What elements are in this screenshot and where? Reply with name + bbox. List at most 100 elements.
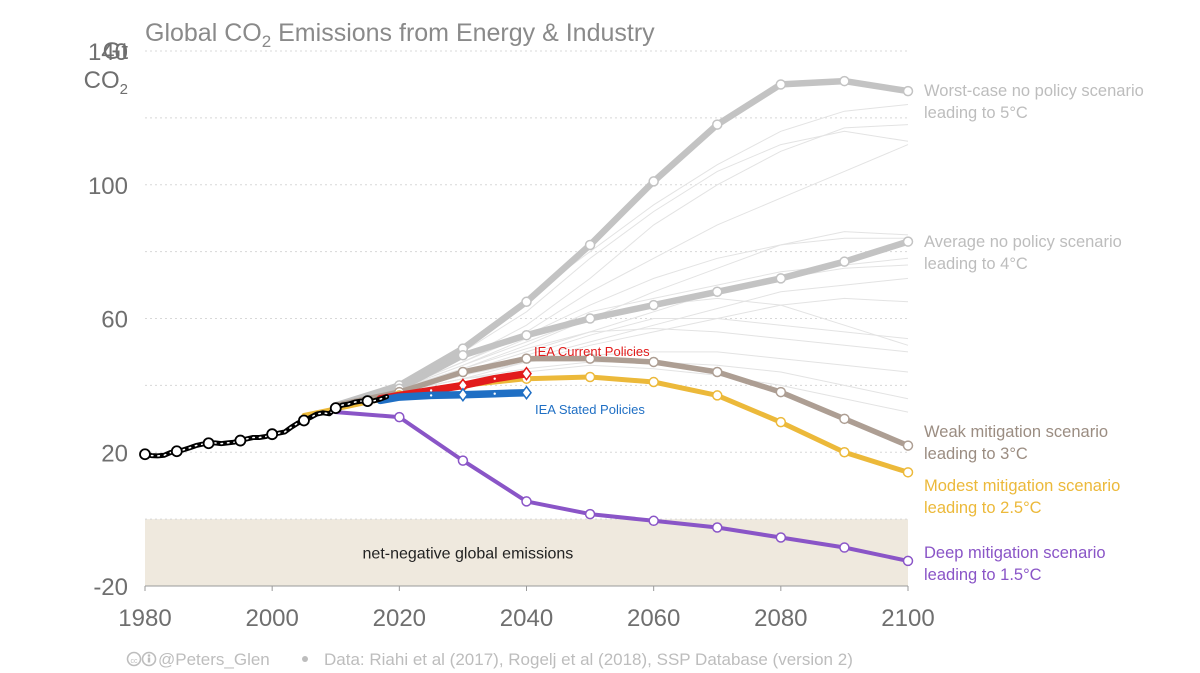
label-modest-mitigation-scenario: Modest mitigation scenario leading to 2.5… <box>924 477 1120 517</box>
series-average <box>332 236 914 409</box>
historical-emissions-series <box>139 394 390 461</box>
data-point <box>839 75 850 87</box>
y-tick-label: -20 <box>93 574 128 601</box>
x-tick-label: 2020 <box>373 605 426 632</box>
data-point <box>902 467 914 478</box>
data-point <box>712 286 723 297</box>
data-point <box>584 313 596 324</box>
data-point <box>584 371 596 383</box>
x-tick-label: 2000 <box>245 605 298 632</box>
background-scenario-line <box>335 327 909 406</box>
net-negative-label: net-negative global emissions <box>363 546 574 563</box>
scenario-series <box>301 75 914 567</box>
label-iea-stated-policies: IEA Stated Policies <box>535 402 645 417</box>
series-line-deep <box>333 410 910 563</box>
data-point <box>775 386 787 398</box>
data-point <box>457 387 469 402</box>
data-point <box>902 440 914 451</box>
historical-data-point <box>234 434 247 447</box>
data-point <box>648 356 659 368</box>
data-point <box>584 353 596 364</box>
data-point-minor <box>429 389 433 392</box>
data-point <box>648 376 659 388</box>
data-point <box>394 411 405 423</box>
y-unit-label-gt: Gt <box>103 38 129 65</box>
svg-text:cc: cc <box>131 658 139 665</box>
data-point <box>521 353 532 364</box>
data-point <box>648 515 659 527</box>
historical-data-point <box>361 395 374 407</box>
historical-data-point <box>139 448 151 461</box>
y-tick-label: 140 <box>88 39 128 66</box>
background-scenario-line <box>335 144 909 406</box>
data-point <box>902 236 914 247</box>
data-point <box>521 329 532 341</box>
y-tick-label: 20 <box>101 440 128 467</box>
historical-line <box>142 394 390 459</box>
data-point <box>775 416 787 428</box>
historical-data-point <box>329 402 342 415</box>
data-point <box>648 299 659 311</box>
footer-separator-dot <box>302 656 308 662</box>
series-line-average <box>332 238 912 409</box>
data-point <box>712 390 723 401</box>
data-point-minor <box>429 394 433 397</box>
data-point <box>584 239 596 251</box>
data-point <box>712 366 723 378</box>
x-tick-label: 2080 <box>754 605 807 632</box>
series-line-weak <box>333 355 911 449</box>
historical-data-point <box>266 428 279 441</box>
historical-data-point <box>170 445 183 458</box>
net-negative-region <box>145 519 908 586</box>
data-point <box>712 522 723 533</box>
historical-data-point <box>298 414 310 427</box>
x-tick-label: 2060 <box>627 605 680 632</box>
historical-data-point <box>202 437 215 450</box>
footer: cc @Peters_Glen Data: Riahi et al (2017)… <box>126 650 853 669</box>
data-point <box>457 366 469 378</box>
data-point <box>521 296 532 308</box>
cc-license-icon: cc <box>126 651 157 667</box>
data-point <box>902 85 914 97</box>
background-scenario-line <box>335 364 909 413</box>
x-tick-label: 2100 <box>881 605 934 632</box>
data-point <box>839 447 850 458</box>
x-tick-label: 2040 <box>500 605 553 632</box>
label-deep-mitigation-scenario: Deep mitigation scenario leading to 1.5°C <box>924 544 1106 584</box>
series-deep <box>333 410 914 567</box>
data-point <box>902 555 914 567</box>
data-point-minor <box>493 377 496 380</box>
data-point <box>775 273 787 284</box>
y-tick-label: 60 <box>101 307 128 334</box>
footer-handle: @Peters_Glen <box>158 650 270 669</box>
data-point <box>457 455 469 466</box>
y-tick-labels: -20 20 60 100 140 <box>88 39 128 601</box>
data-point <box>521 366 532 381</box>
data-point <box>648 176 659 187</box>
data-point <box>521 385 532 400</box>
label-average-scenario: Average no policy scenario leading to 4°C <box>924 233 1122 273</box>
data-point <box>839 542 850 553</box>
y-tick-label: 100 <box>88 173 128 200</box>
data-point <box>775 79 787 90</box>
data-point <box>839 256 850 267</box>
footer-source: Data: Riahi et al (2017), Rogelj et al (… <box>324 650 853 669</box>
background-scenario-bundle <box>335 104 909 413</box>
data-point <box>775 532 787 543</box>
data-point <box>584 508 596 520</box>
data-point <box>839 413 850 425</box>
chart-title: Global CO2 Emissions from Energy & Indus… <box>145 19 655 51</box>
series-line-worst <box>332 77 912 409</box>
series-line-iea-stated <box>376 388 531 405</box>
data-point <box>457 350 469 361</box>
data-point-minor <box>493 392 496 395</box>
label-weak-mitigation-scenario: Weak mitigation scenario leading to 3°C <box>924 423 1108 463</box>
y-unit-label-co2: CO2 <box>84 67 128 98</box>
data-point <box>521 496 532 507</box>
series-iea-stated <box>376 385 532 405</box>
label-iea-current-policies: IEA Current Policies <box>534 344 650 359</box>
data-point <box>712 119 723 130</box>
historical-line-dots <box>144 395 388 457</box>
label-worst-case-scenario: Worst-case no policy scenario leading to … <box>924 82 1144 122</box>
